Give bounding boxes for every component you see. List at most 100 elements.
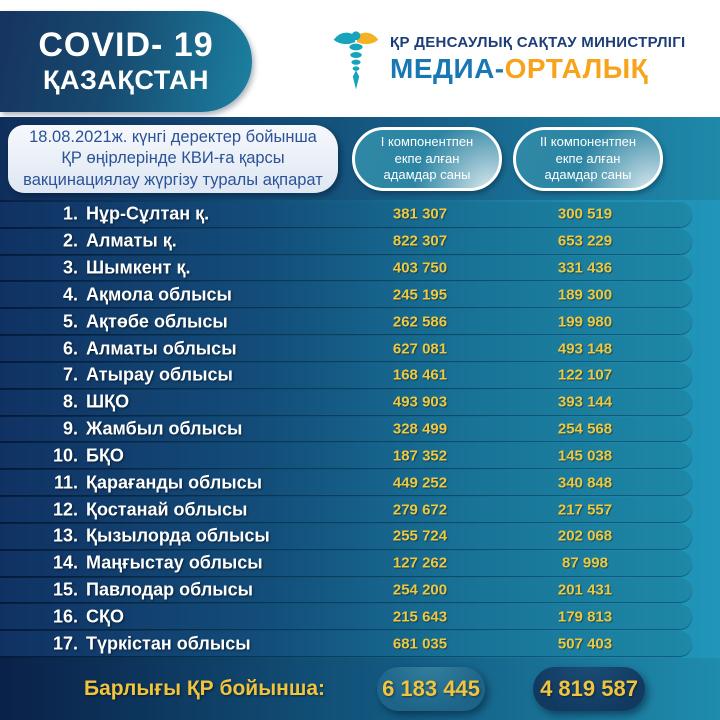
covid-title-line1: COVID- 19 [38,26,214,65]
dose1-value: 449 252 [392,474,448,492]
row-number: 11. [53,472,78,493]
media-center-name: МЕДИА-ОРТАЛЫҚ [390,52,649,84]
row-number: 7. [62,364,78,385]
row-number: 17. [52,633,78,654]
dose2-value: 122 107 [557,366,613,384]
header-band: 18.08.2021ж. күнгі деректер бойынша ҚР ө… [0,117,720,200]
dose1-value: 254 200 [392,581,448,599]
table-row: 7. Атырау облысы 168 461 122 107 [0,362,692,388]
dose1-value: 279 672 [392,501,448,519]
total-dose2-value: 4 819 587 [540,676,638,701]
table-row: 16. СҚО 215 643 179 813 [0,604,692,630]
table-row: 10. БҚО 187 352 145 038 [0,443,692,469]
dose1-value: 493 903 [392,393,448,411]
row-number: 14. [52,552,78,573]
report-info-box: 18.08.2021ж. күнгі деректер бойынша ҚР ө… [8,125,338,193]
dose1-value: 403 750 [392,259,448,277]
region-name: Алматы қ. [86,230,177,251]
dose2-value: 393 144 [557,393,613,411]
dose1-value: 627 081 [392,340,448,358]
region-name: Қостанай облысы [86,499,248,520]
region-name: Қарағанды облысы [86,472,263,493]
region-name: СҚО [86,606,124,627]
dose1-value: 245 195 [392,286,448,304]
dose1-value: 681 035 [392,635,448,653]
dose1-value: 127 262 [392,554,448,572]
region-name: Ақмола облысы [86,284,232,305]
dose1-value: 215 643 [392,608,448,626]
dose1-value: 328 499 [392,420,448,438]
region-name: БҚО [86,445,124,466]
dose1-value: 381 307 [392,205,448,223]
totals-band: Барлығы ҚР бойынша: 6 183 445 4 819 587 [0,658,720,720]
column-header-dose1: I компонентпен екпе алған адамдар саны [352,127,502,191]
table-row: 15. Павлодар облысы 254 200 201 431 [0,577,692,603]
total-dose1-value: 6 183 445 [382,676,480,701]
row-number: 5. [62,311,78,332]
info-line-3: вакцинациялау жүргізу туралы ақпарат [23,170,323,189]
row-number: 12. [52,499,78,520]
covid-title-badge: COVID- 19 ҚАЗАҚСТАН [0,11,252,112]
region-name: Түркістан облысы [86,633,251,654]
table-row: 1. Нұр-Сұлтан қ. 381 307 300 519 [0,202,692,227]
table-row: 9. Жамбыл облысы 328 499 254 568 [0,416,692,442]
table-row: 6. Алматы облысы 627 081 493 148 [0,336,692,361]
dose2-value: 179 813 [557,608,613,626]
table-row: 8. ШҚО 493 903 393 144 [0,389,692,415]
info-line-2: ҚР өңірлерінде КВИ-ға қарсы [61,149,285,168]
table-row: 14. Маңғыстау облысы 127 262 87 998 [0,550,692,576]
total-dose2-pill: 4 819 587 [533,667,645,711]
dose2-value: 217 557 [557,501,613,519]
total-dose1-pill: 6 183 445 [377,667,485,711]
region-name: Алматы облысы [86,338,237,359]
row-number: 15. [52,579,78,600]
dose2-value: 254 568 [557,420,613,438]
dose2-value: 87 998 [562,554,608,572]
logo-text-block: ҚР ДЕНСАУЛЫҚ САҚТАУ МИНИСТРЛІГІ МЕДИА-ОР… [390,34,686,85]
row-number: 1. [62,203,78,224]
region-name: Павлодар облысы [86,579,254,600]
dose2-value: 201 431 [557,581,613,599]
dose1-value: 168 461 [392,366,448,384]
table-row: 17. Түркістан облысы 681 035 507 403 [0,631,692,657]
dose2-value: 331 436 [557,259,613,277]
region-name: Жамбыл облысы [86,418,243,439]
row-number: 10. [52,445,78,466]
covid-title-line2: ҚАЗАҚСТАН [43,64,209,95]
dose1-value: 262 586 [392,313,448,331]
dose2-value: 145 038 [557,447,613,465]
row-number: 9. [62,418,78,439]
dose2-value: 507 403 [557,635,613,653]
row-number: 16. [52,606,78,627]
row-number: 8. [62,391,78,412]
row-number: 6. [62,338,78,359]
dose1-value: 187 352 [392,447,448,465]
row-number: 13. [52,525,78,546]
totals-label: Барлығы ҚР бойынша: [83,677,325,700]
column-header-dose2: II компонентпен екпе алған адамдар саны [513,127,663,191]
dose2-value: 300 519 [557,205,613,223]
ministry-name: ҚР ДЕНСАУЛЫҚ САҚТАУ МИНИСТРЛІГІ [390,33,686,51]
dose2-value: 653 229 [557,232,613,250]
table-row: 3. Шымкент қ. 403 750 331 436 [0,255,692,281]
table-row: 2. Алматы қ. 822 307 653 229 [0,228,692,254]
dose1-value: 822 307 [392,232,448,250]
table-row: 11. Қарағанды облысы 449 252 340 848 [0,470,692,496]
caduceus-icon [332,20,380,98]
row-number: 4. [62,284,78,305]
region-name: Маңғыстау облысы [86,552,263,573]
info-line-1: 18.08.2021ж. күнгі деректер бойынша [29,127,317,146]
table-row: 13. Қызылорда облысы 255 724 202 068 [0,523,692,549]
dose1-value: 255 724 [392,527,448,545]
row-number: 3. [62,257,78,278]
table-row: 12. Қостанай облысы 279 672 217 557 [0,497,692,522]
dose2-value: 202 068 [557,527,613,545]
region-name: Атырау облысы [86,364,233,385]
region-name: ШҚО [86,391,130,412]
table-row: 5. Ақтөбе облысы 262 586 199 980 [0,309,692,335]
dose2-value: 340 848 [557,474,613,492]
dose2-value: 189 300 [557,286,613,304]
region-name: Ақтөбе облысы [86,311,228,332]
row-number: 2. [62,230,78,251]
